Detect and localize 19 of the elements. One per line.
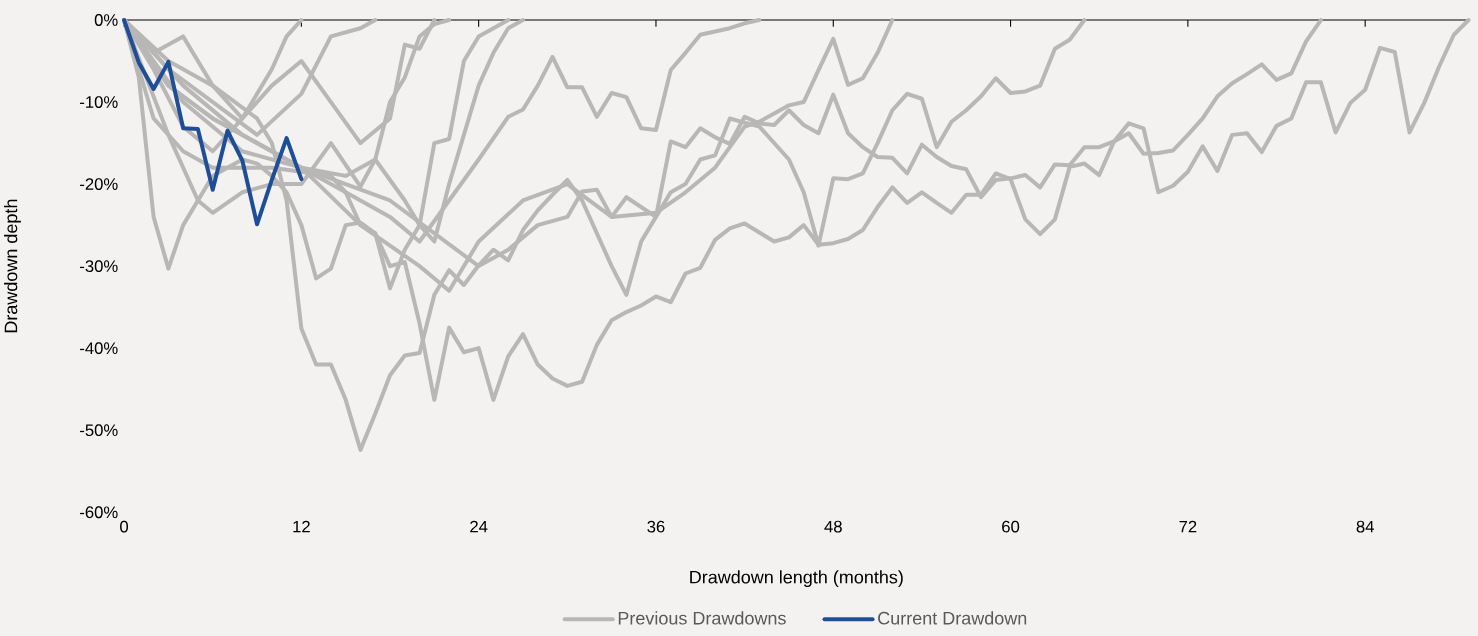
x-tick-label: 36 [647, 520, 665, 533]
y-axis-title: Drawdown depth [4, 199, 21, 333]
y-tick-label: -20% [80, 178, 118, 190]
x-tick-label: 0 [120, 520, 129, 533]
x-tick-label: 84 [1356, 520, 1374, 533]
legend-label: Previous Drawdowns [618, 611, 786, 625]
y-tick-label: -60% [80, 506, 118, 518]
legend-label: Current Drawdown [878, 611, 1027, 625]
x-axis-title: Drawdown length (months) [690, 570, 903, 587]
x-tick-label: 12 [293, 520, 310, 533]
x-tick-label: 24 [470, 520, 488, 533]
y-tick-label: 0% [94, 13, 118, 26]
x-tick-label: 72 [1179, 520, 1197, 533]
y-tick-label: -30% [80, 260, 118, 272]
x-tick-label: 48 [824, 520, 842, 533]
y-tick-label: -10% [80, 96, 118, 108]
y-tick-label: -50% [80, 424, 118, 436]
y-tick-label: -40% [80, 342, 118, 354]
x-tick-label: 60 [1002, 520, 1020, 533]
